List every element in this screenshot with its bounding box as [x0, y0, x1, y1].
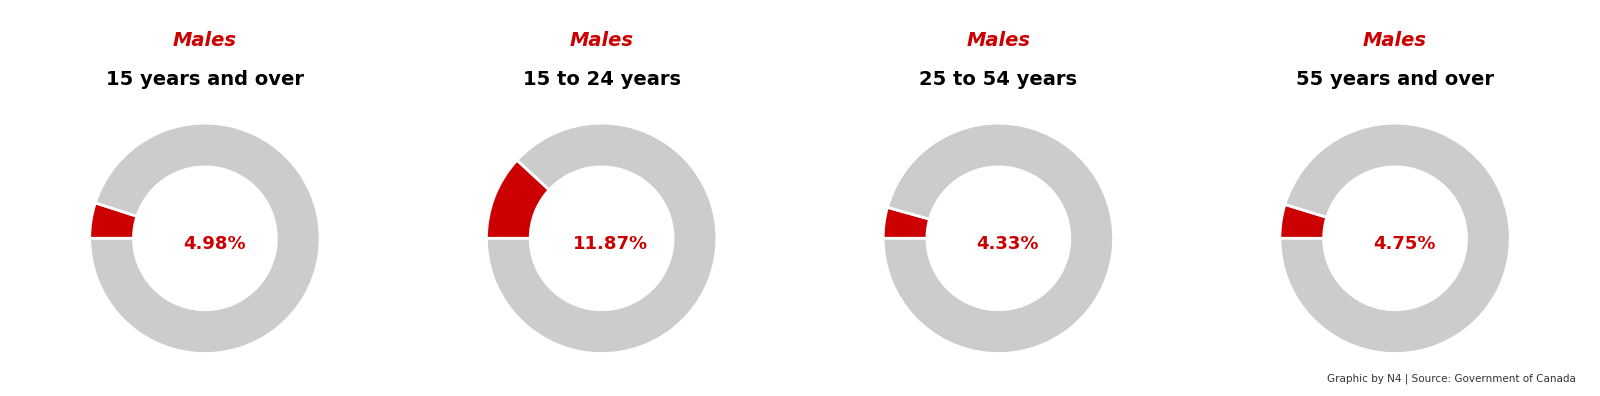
Text: 4.98%: 4.98%: [182, 235, 245, 253]
Text: Males: Males: [966, 30, 1030, 50]
Text: 15 to 24 years: 15 to 24 years: [523, 70, 680, 89]
Text: 11.87%: 11.87%: [573, 235, 648, 253]
Wedge shape: [883, 208, 930, 238]
Text: Males: Males: [173, 30, 237, 50]
Text: Males: Males: [570, 30, 634, 50]
Text: Males: Males: [1363, 30, 1427, 50]
Text: 15 years and over: 15 years and over: [106, 70, 304, 89]
Wedge shape: [90, 203, 138, 238]
Text: Graphic by N4 | Source: Government of Canada: Graphic by N4 | Source: Government of Ca…: [1326, 373, 1576, 384]
Text: 25 to 54 years: 25 to 54 years: [920, 70, 1077, 89]
Wedge shape: [486, 123, 717, 354]
Wedge shape: [90, 123, 320, 354]
Wedge shape: [486, 160, 549, 238]
Text: 55 years and over: 55 years and over: [1296, 70, 1494, 89]
Text: 4.33%: 4.33%: [976, 235, 1038, 253]
Wedge shape: [1280, 123, 1510, 354]
Text: 4.75%: 4.75%: [1373, 235, 1435, 253]
Wedge shape: [883, 123, 1114, 354]
Wedge shape: [1280, 204, 1326, 238]
